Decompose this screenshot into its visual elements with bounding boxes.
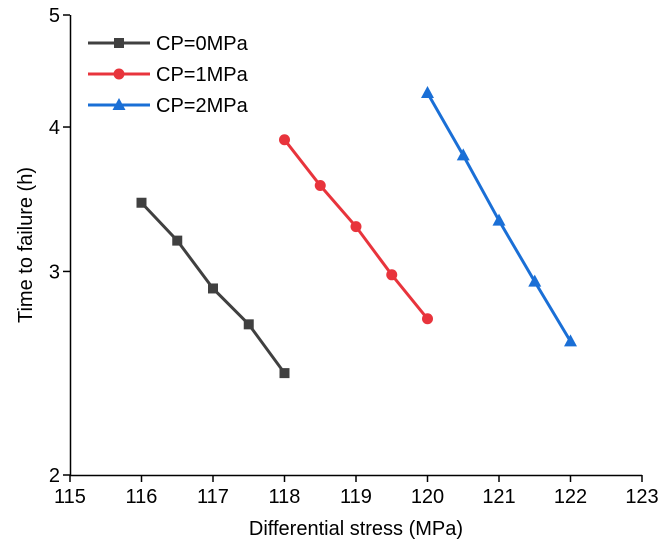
- x-tick-label: 115: [54, 486, 86, 508]
- x-tick-label: 122: [554, 486, 587, 508]
- data-point: [492, 213, 506, 226]
- x-tick-label: 121: [482, 486, 515, 508]
- x-tick-label: 116: [126, 486, 158, 508]
- x-axis-label: Differential stress (MPa): [249, 518, 463, 540]
- x-tick-label: 120: [411, 486, 444, 508]
- legend-label: CP=1MPa: [156, 64, 249, 86]
- y-tick-label: 2: [49, 465, 60, 487]
- y-tick-label: 3: [49, 261, 60, 283]
- y-tick-label: 4: [49, 117, 60, 139]
- data-point: [279, 368, 290, 379]
- data-point: [564, 334, 577, 347]
- x-tick-label: 117: [197, 486, 229, 508]
- data-point: [136, 197, 147, 208]
- data-point: [314, 180, 326, 192]
- y-axis-label: Time to failure (h): [15, 167, 37, 323]
- data-point: [386, 269, 398, 281]
- data-point: [350, 221, 362, 233]
- data-point: [456, 148, 470, 161]
- x-tick-label: 119: [340, 486, 372, 508]
- x-tick-label: 123: [625, 486, 658, 508]
- legend-marker: [114, 38, 124, 48]
- data-point: [528, 274, 542, 287]
- legend-marker: [112, 98, 126, 110]
- data-point: [422, 313, 433, 325]
- x-tick-label: 118: [269, 486, 301, 508]
- data-point: [172, 235, 183, 246]
- legend-label: CP=2MPa: [156, 95, 249, 117]
- y-tick-label: 5: [49, 5, 60, 27]
- data-point: [208, 283, 218, 294]
- legend-label: CP=0MPa: [156, 33, 249, 55]
- data-point: [421, 86, 434, 99]
- data-point: [279, 134, 290, 146]
- data-point: [243, 319, 254, 330]
- legend-marker: [113, 68, 125, 80]
